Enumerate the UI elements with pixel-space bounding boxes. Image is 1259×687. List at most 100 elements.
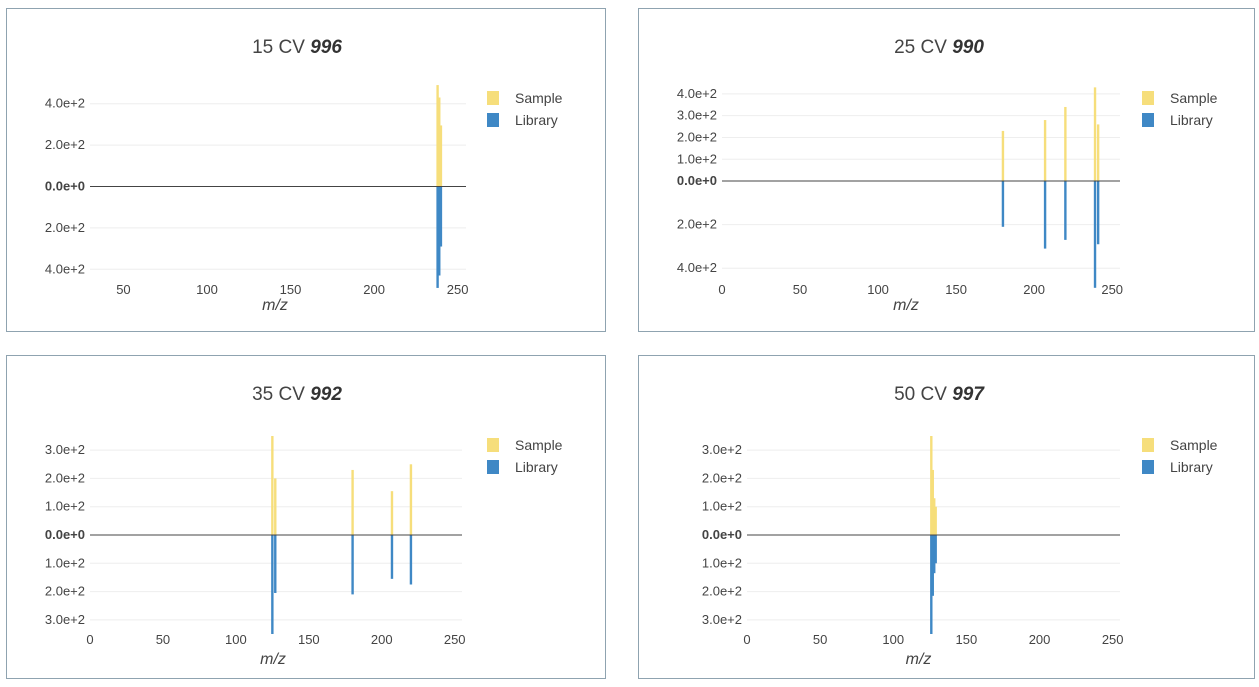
y-tick-label: 3.0e+2: [702, 442, 742, 457]
sample-peak-bar: [409, 464, 413, 535]
spectrum-chart-35cv: 35 CV 992 3.0e+2 2.0e+2 1.0e+2 0.0e+0 1.0e+2 2…: [45, 384, 563, 668]
library-peak-bar: [1043, 181, 1047, 249]
library-peak-bar: [438, 186, 441, 276]
y-tick-label: 2.0e+2: [702, 470, 742, 485]
x-tick-label: 100: [867, 282, 889, 297]
x-tick-label: 200: [371, 632, 393, 647]
sample-peak-bar: [351, 469, 354, 535]
sample-peak-bar: [438, 97, 441, 187]
x-tick-label: 0: [718, 282, 725, 297]
chart-title-50cv: 50 CV 997: [894, 384, 985, 405]
sample-peak-bar: [274, 478, 277, 535]
y-tick-label: 0.0e+0: [677, 173, 717, 188]
x-tick-label: 200: [1029, 632, 1051, 647]
y-tick-label: 3.0e+2: [677, 108, 717, 123]
sample-peak-bar: [933, 498, 936, 535]
legend-swatch-sample: [487, 438, 499, 452]
y-tick-label: 2.0e+2: [677, 217, 717, 232]
legend-swatch-sample: [1142, 438, 1154, 452]
chart-panel-50cv: 50 CV 997 3.0e+2 2.0e+2 1.0e+2 0.0e+0 1.0e+2 2…: [638, 355, 1255, 679]
x-tick-label: 200: [1023, 282, 1045, 297]
x-tick-label: 100: [882, 632, 904, 647]
sample-peak-bar: [934, 506, 937, 535]
y-tick-label: 0.0e+0: [45, 527, 85, 542]
y-tick-label: 0.0e+0: [45, 179, 85, 194]
library-peak-bar: [274, 535, 277, 593]
spectrum-chart-50cv: 50 CV 997 3.0e+2 2.0e+2 1.0e+2 0.0e+0 1.0e+2 2…: [702, 384, 1218, 668]
sample-peak-bar: [439, 125, 443, 187]
library-peak-bar: [1001, 181, 1005, 227]
x-axis-label: m/z: [260, 651, 286, 668]
legend-swatch-sample: [487, 91, 499, 105]
library-peak-bar: [1093, 181, 1097, 288]
y-tick-label: 2.0e+2: [45, 584, 85, 599]
legend-label-library[interactable]: Library: [1170, 459, 1213, 475]
x-tick-label: 50: [793, 282, 807, 297]
x-tick-label: 250: [444, 632, 466, 647]
library-peak-bar: [351, 535, 354, 595]
y-tick-label: 3.0e+2: [702, 612, 742, 627]
library-peak-bar: [933, 535, 936, 574]
match-score: 990: [952, 37, 984, 58]
legend-label-sample[interactable]: Sample: [515, 437, 563, 453]
library-peak-bar: [930, 535, 933, 634]
y-tick-label: 3.0e+2: [45, 612, 85, 627]
x-tick-label: 250: [1101, 282, 1123, 297]
sample-peak-bar: [1064, 106, 1067, 182]
legend-swatch-library: [1142, 113, 1154, 127]
x-tick-label: 50: [156, 632, 170, 647]
chart-panel-25cv: 25 CV 990 4.0e+2 3.0e+2 2.0e+2 1.0e+2 0.0e+0 2…: [638, 8, 1255, 332]
x-tick-label: 250: [447, 282, 469, 297]
sample-peak-bar: [1093, 87, 1097, 182]
y-tick-label: 2.0e+2: [45, 470, 85, 485]
library-peak-bar: [934, 535, 937, 564]
x-tick-label: 150: [280, 282, 302, 297]
y-tick-label: 1.0e+2: [677, 151, 717, 166]
match-score: 997: [952, 384, 985, 405]
sample-peak-bar: [931, 469, 934, 535]
sample-peak-bar: [436, 85, 439, 187]
legend-swatch-library: [487, 460, 499, 474]
x-axis-label: m/z: [906, 651, 932, 668]
match-score: 996: [310, 37, 342, 58]
y-tick-label: 2.0e+2: [702, 584, 742, 599]
legend-label-sample[interactable]: Sample: [515, 90, 563, 106]
y-tick-label: 2.0e+2: [45, 220, 85, 235]
chart-title-text: 15 CV: [252, 37, 310, 58]
x-tick-label: 200: [363, 282, 385, 297]
y-tick-label: 4.0e+2: [45, 96, 85, 111]
x-tick-label: 0: [743, 632, 750, 647]
x-axis-label: m/z: [262, 297, 288, 314]
chart-title-35cv: 35 CV 992: [252, 384, 342, 405]
chart-title-15cv: 15 CV 996: [252, 37, 342, 58]
x-tick-label: 150: [298, 632, 320, 647]
y-tick-label: 1.0e+2: [702, 499, 742, 514]
y-tick-label: 4.0e+2: [45, 261, 85, 276]
y-tick-label: 3.0e+2: [45, 442, 85, 457]
chart-title-text: 25 CV: [894, 37, 952, 58]
x-tick-label: 100: [196, 282, 218, 297]
spectrum-chart-25cv: 25 CV 990 4.0e+2 3.0e+2 2.0e+2 1.0e+2 0.0e+0 2…: [677, 37, 1218, 314]
chart-title-text: 50 CV: [894, 384, 952, 405]
legend-label-sample[interactable]: Sample: [1170, 437, 1218, 453]
sample-peak-bar: [390, 491, 394, 535]
chart-panel-15cv: 15 CV 996 4.0e+2 2.0e+2 0.0e+0 2.0e+2 4.0e+2 5…: [6, 8, 606, 332]
y-tick-label: 1.0e+2: [45, 499, 85, 514]
legend-label-library[interactable]: Library: [515, 459, 558, 475]
library-peak-bar: [1064, 181, 1067, 240]
sample-peak-bar: [271, 436, 274, 535]
legend-label-library[interactable]: Library: [515, 112, 558, 128]
legend-label-library[interactable]: Library: [1170, 112, 1213, 128]
legend-label-sample[interactable]: Sample: [1170, 90, 1218, 106]
sample-peak-bar: [930, 436, 933, 535]
library-peak-bar: [271, 535, 274, 634]
x-tick-label: 50: [116, 282, 130, 297]
library-peak-bar: [390, 535, 394, 579]
x-tick-label: 50: [813, 632, 827, 647]
y-tick-label: 1.0e+2: [45, 555, 85, 570]
sample-peak-bar: [1001, 130, 1005, 182]
chart-title-25cv: 25 CV 990: [894, 37, 984, 58]
legend-swatch-sample: [1142, 91, 1154, 105]
library-peak-bar: [409, 535, 413, 585]
